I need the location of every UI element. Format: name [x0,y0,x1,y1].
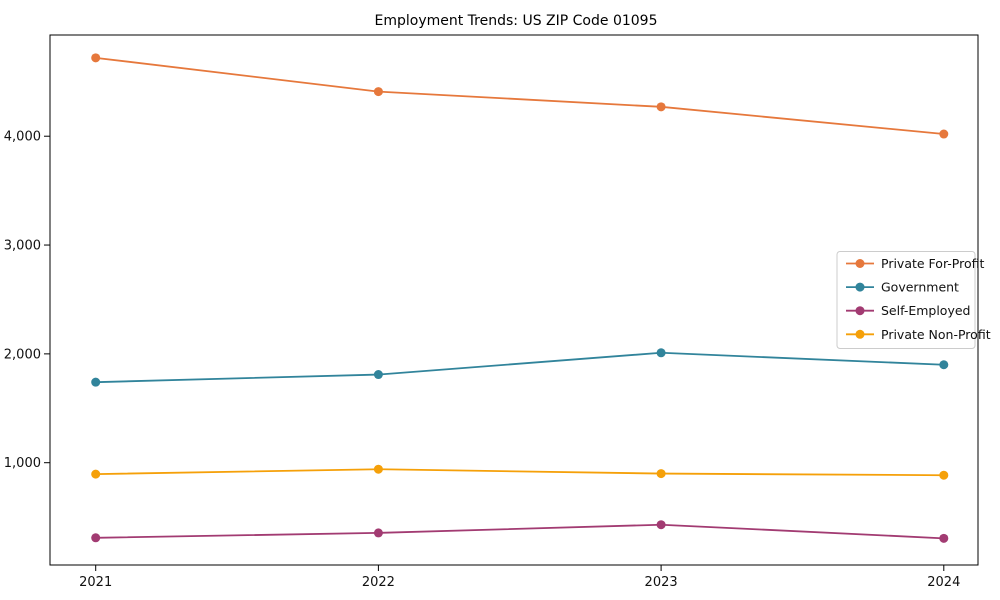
y-tick-label: 2,000 [4,347,41,362]
plot-frame [49,34,979,566]
legend-sample-marker-self-employed [855,306,865,316]
data-point-private-non-profit-2022 [373,464,383,474]
data-point-self-employed-2023 [656,520,666,530]
data-point-government-2021 [91,377,101,387]
legend-box [836,251,976,349]
data-point-government-2023 [656,348,666,358]
legend-sample-marker-private-for-profit [855,259,865,268]
y-tick-label: 3,000 [4,239,41,254]
legend-sample-marker-government [855,282,865,292]
data-point-private-for-profit-2023 [656,102,666,112]
legend-label-private-for-profit: Private For-Profit [881,256,984,271]
chart-title: Employment Trends: US ZIP Code 01095 [375,13,658,29]
series-line-self-employed [95,523,944,540]
x-tick-label: 2024 [927,575,960,590]
data-point-private-for-profit-2022 [373,87,383,97]
data-point-government-2022 [373,370,383,380]
x-tick-label: 2023 [645,575,678,590]
data-point-private-for-profit-2021 [91,53,101,63]
x-tick-label: 2022 [362,575,395,590]
data-point-government-2024 [939,360,949,370]
legend-sample-marker-private-non-profit [855,329,865,339]
data-point-self-employed-2022 [373,528,383,538]
data-point-private-non-profit-2024 [939,470,949,480]
data-point-self-employed-2021 [91,533,101,543]
legend-label-private-non-profit: Private Non-Profit [881,327,991,342]
y-tick-label: 4,000 [4,130,41,145]
data-point-self-employed-2024 [939,533,949,543]
data-point-private-non-profit-2021 [91,469,101,479]
series-line-government [95,351,944,384]
data-point-private-non-profit-2023 [656,469,666,479]
series-line-private-non-profit [95,468,944,477]
series-line-private-for-profit [95,56,944,135]
legend-label-government: Government [881,280,959,295]
x-tick-label: 2021 [79,575,112,590]
y-tick-label: 1,000 [4,456,41,471]
data-point-private-for-profit-2024 [939,129,949,139]
legend-label-self-employed: Self-Employed [881,303,970,318]
